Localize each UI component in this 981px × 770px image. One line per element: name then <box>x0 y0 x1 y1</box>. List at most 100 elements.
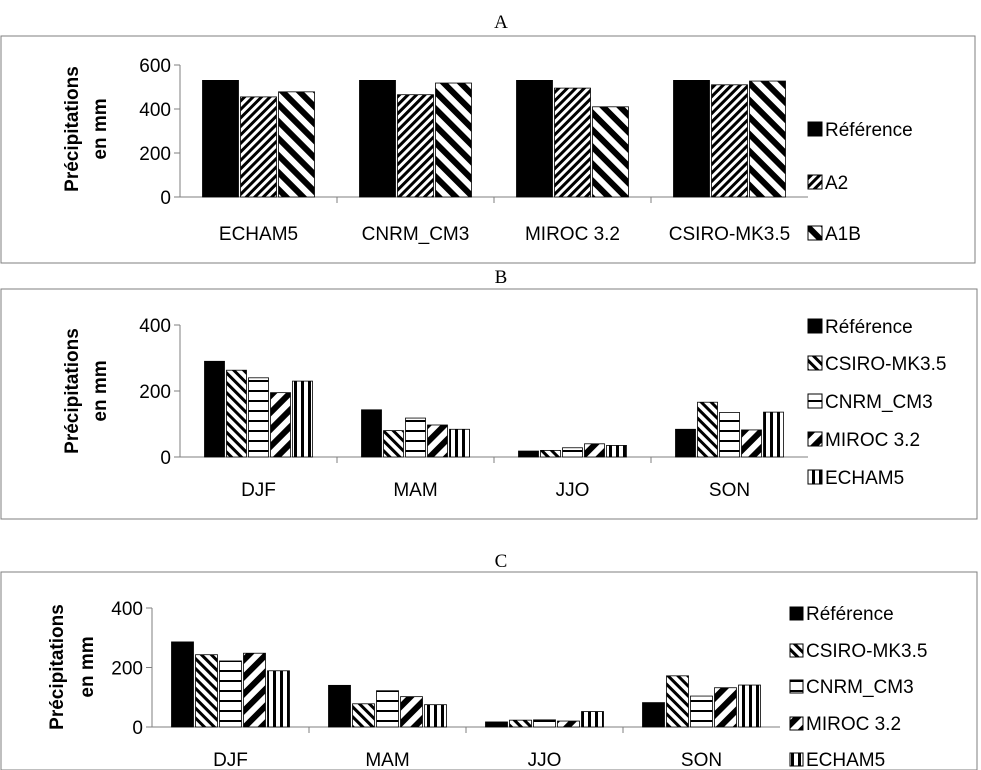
bar <box>714 687 737 728</box>
legend-label: CSIRO-MK3.5 <box>825 354 946 375</box>
bar <box>554 87 591 198</box>
legend-label: MIROC 3.2 <box>825 430 920 451</box>
legend-label: CNRM_CM3 <box>825 392 933 413</box>
bar <box>219 660 242 728</box>
legend-label: A2 <box>825 173 848 194</box>
x-tick-label: JJO <box>528 750 562 770</box>
legend-swatch <box>807 121 823 137</box>
bar <box>278 91 315 198</box>
legend-label: CNRM_CM3 <box>806 677 914 698</box>
legend-swatch <box>807 318 823 334</box>
bar <box>240 96 277 198</box>
bar <box>400 696 423 728</box>
bar <box>690 695 713 728</box>
x-tick-label: MAM <box>365 750 409 770</box>
y-tick-label: 400 <box>139 316 171 337</box>
x-tick-label: DJF <box>213 750 248 770</box>
x-tick-label: SON <box>681 750 722 770</box>
y-tick-label: 200 <box>139 382 171 403</box>
y-tick-label: 400 <box>139 100 171 121</box>
bar <box>435 82 472 198</box>
bar <box>270 392 291 458</box>
legend: Référence CSIRO-MK3.5 CNRM_CM3 MIROC 3.2 ECH… <box>807 317 946 489</box>
bar <box>533 719 556 728</box>
y-axis-label: Précipitations <box>62 328 83 454</box>
x-tick-label: MAM <box>393 480 437 501</box>
y-tick-label: 0 <box>160 188 171 209</box>
legend-label: Référence <box>806 604 894 625</box>
bar <box>427 424 448 458</box>
x-tick-label: JJO <box>556 480 590 501</box>
y-axis-label: en mm <box>90 360 111 421</box>
bar <box>267 670 290 728</box>
bar <box>666 675 689 728</box>
bar <box>202 80 239 198</box>
bar <box>763 411 784 458</box>
bar <box>592 106 629 198</box>
bar <box>749 80 786 198</box>
chart-panel-c: C 0 200 400 DJF MAM JJO SON Précipitations en mm R… <box>47 551 927 770</box>
x-tick-label: DJF <box>241 480 276 501</box>
bar <box>516 80 553 198</box>
bar <box>424 704 447 728</box>
bar <box>518 450 539 458</box>
legend-swatch <box>789 752 804 767</box>
bar <box>509 719 532 728</box>
legend: Référence CSIRO-MK3.5 CNRM_CM3 MIROC 3.2 ECH… <box>789 604 927 770</box>
y-tick-label: 0 <box>132 718 143 739</box>
legend-swatch <box>807 174 823 190</box>
legend-swatch <box>789 643 804 658</box>
legend-swatch <box>789 716 804 731</box>
bar <box>642 702 665 728</box>
legend-swatch <box>789 679 804 694</box>
chart-frame <box>0 571 978 770</box>
x-tick-label: CSIRO-MK3.5 <box>669 224 790 245</box>
bar <box>675 428 696 458</box>
bar <box>584 443 605 458</box>
y-axis-label: en mm <box>90 98 111 159</box>
legend-label: Référence <box>825 317 913 338</box>
y-axis-label: Précipitations <box>47 604 68 730</box>
bar <box>204 360 225 458</box>
y-tick-label: 600 <box>139 56 171 77</box>
legend-swatch <box>807 225 823 241</box>
chart-frame <box>0 288 978 520</box>
bar <box>557 720 580 728</box>
legend-label: ECHAM5 <box>825 468 904 489</box>
bar <box>361 409 382 458</box>
bar <box>697 401 718 458</box>
bar <box>540 449 561 458</box>
y-tick-label: 200 <box>139 144 171 165</box>
bar <box>195 654 218 728</box>
bar <box>606 445 627 458</box>
x-tick-label: SON <box>709 480 750 501</box>
chart-panel-b: B 0 200 400 DJF MAM JJO SON Précipitations en mm R… <box>62 267 946 501</box>
bar <box>328 684 351 728</box>
x-tick-label: ECHAM5 <box>219 224 298 245</box>
bar <box>171 641 194 728</box>
legend-label: A1B <box>825 224 861 245</box>
x-tick-label: MIROC 3.2 <box>525 224 620 245</box>
bar <box>383 430 404 458</box>
bar <box>397 94 434 198</box>
legend-swatch <box>789 606 804 621</box>
legend-swatch <box>807 393 823 409</box>
bar <box>226 369 247 458</box>
bar <box>673 80 710 198</box>
y-tick-label: 0 <box>160 448 171 469</box>
chart-title: C <box>495 551 508 572</box>
bar <box>719 412 740 458</box>
chart-title: A <box>494 12 508 33</box>
y-axis-label: Précipitations <box>62 66 83 192</box>
y-axis-label: en mm <box>77 636 98 697</box>
bar <box>359 80 396 198</box>
bar <box>405 417 426 458</box>
legend-label: MIROC 3.2 <box>806 714 901 735</box>
bar <box>352 703 375 728</box>
legend: Référence A2 A1B <box>807 120 913 245</box>
legend-label: CSIRO-MK3.5 <box>806 641 927 662</box>
chart-frame <box>0 35 976 264</box>
bar <box>738 684 761 728</box>
bar <box>485 721 508 728</box>
